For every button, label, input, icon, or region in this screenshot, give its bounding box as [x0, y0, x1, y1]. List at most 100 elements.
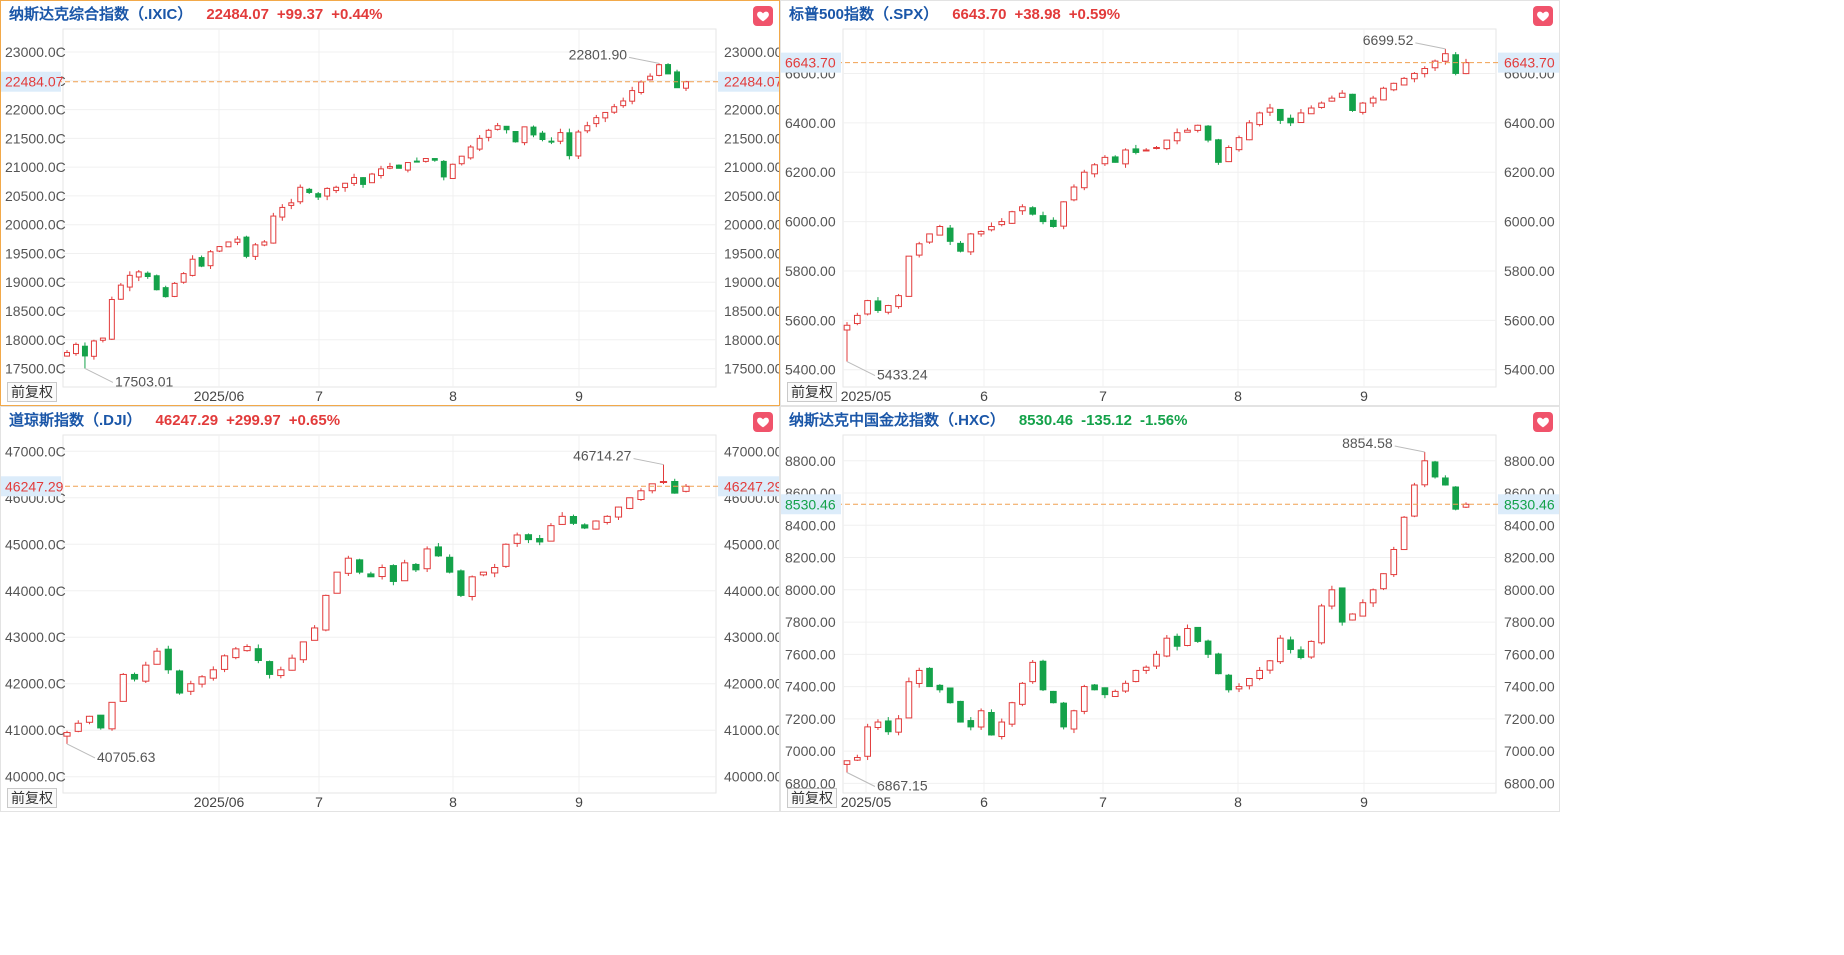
candle	[1153, 650, 1160, 670]
candle	[936, 224, 944, 236]
candle	[1132, 144, 1140, 155]
candle	[1328, 585, 1336, 610]
candle	[297, 184, 304, 205]
candle	[279, 204, 286, 221]
index-change-percent: +0.59%	[1068, 6, 1121, 23]
candle	[175, 669, 184, 695]
y-tick-label-left: 18000.0C	[5, 332, 66, 348]
x-tick-label: 7	[1099, 388, 1107, 404]
adjust-mode-button[interactable]: 前复权	[7, 382, 57, 402]
candle	[558, 512, 566, 525]
x-tick-label: 8	[449, 794, 457, 810]
panel-spx[interactable]: 标普500指数（.SPX） 6643.70 +38.98 +0.59% 前复权 6600.…	[780, 0, 1560, 406]
y-tick-label-left: 7200.00	[785, 711, 836, 727]
candle	[1421, 66, 1429, 78]
y-tick-label-left: 18500.0C	[5, 303, 66, 319]
candle	[449, 163, 456, 179]
y-tick-label-right: 5600.00	[1504, 312, 1555, 328]
current-price-label-right: 46247.29	[724, 478, 779, 494]
current-price-label-right-bg	[718, 71, 779, 92]
candle	[164, 645, 172, 674]
y-tick-label-left: 8200.00	[785, 550, 836, 566]
heart-icon[interactable]	[753, 6, 773, 26]
candle	[1349, 93, 1356, 112]
candle	[946, 687, 954, 704]
candle	[905, 677, 913, 719]
index-price: 46247.29	[155, 412, 219, 429]
candle	[569, 514, 578, 525]
candle	[884, 717, 892, 735]
candle	[367, 571, 375, 578]
candlestick-chart: 23000.0C23000.0022500.0C22500.0022000.0C…	[1, 28, 779, 404]
candle	[458, 155, 465, 166]
low-leader-line	[846, 361, 876, 376]
x-tick-label: 6	[980, 388, 988, 404]
panel-ixic[interactable]: 纳斯达克综合指数（.IXIC） 22484.07 +99.37 +0.44% 前复权 23…	[0, 0, 780, 406]
candle	[386, 162, 393, 170]
y-tick-label-right: 18000.00	[724, 332, 779, 348]
y-tick-label-right: 7800.00	[1504, 614, 1555, 630]
candle	[1080, 684, 1088, 715]
candle	[270, 212, 277, 244]
x-tick-label: 2025/05	[841, 388, 892, 404]
y-tick-label-right: 44000.00	[724, 583, 779, 599]
x-tick-label: 8	[1234, 388, 1242, 404]
candle	[288, 654, 296, 671]
candle	[1039, 659, 1047, 692]
adjust-mode-button[interactable]: 前复权	[7, 788, 57, 808]
y-tick-label-right: 21500.00	[724, 130, 779, 146]
candle	[957, 241, 964, 253]
candle	[1194, 124, 1202, 133]
index-change-percent: +0.44%	[331, 6, 383, 23]
candle	[378, 564, 386, 580]
adjust-mode-button[interactable]: 前复权	[787, 382, 837, 402]
y-tick-label-left: 5400.00	[785, 362, 836, 378]
candle	[476, 135, 483, 152]
candle	[306, 187, 313, 194]
current-price-label-left: 22484.07	[5, 74, 64, 90]
adjust-mode-button[interactable]: 前复权	[787, 788, 837, 808]
current-price-label-left: 8530.46	[785, 496, 836, 512]
candle	[1328, 95, 1336, 102]
panel-dji[interactable]: 道琼斯指数（.DJI） 46247.29 +299.97 +0.65% 前复权 47000…	[0, 406, 780, 812]
candle	[1431, 460, 1439, 479]
current-price-label-right: 22484.07	[724, 74, 779, 90]
high-annotation: 6699.52	[1363, 32, 1414, 48]
index-name[interactable]: 纳斯达克中国金龙指数（.HXC）	[789, 412, 1005, 429]
low-annotation: 40705.63	[97, 749, 156, 765]
heart-icon[interactable]	[1533, 6, 1553, 26]
candle	[97, 714, 105, 730]
heart-icon[interactable]	[1533, 412, 1553, 432]
panel-header: 纳斯达克中国金龙指数（.HXC） 8530.46 -135.12 -1.56%	[789, 411, 1187, 431]
y-tick-label-left: 17500.0C	[5, 361, 66, 377]
x-tick-label: 9	[575, 794, 583, 810]
candle	[512, 131, 519, 143]
panel-hxc[interactable]: 纳斯达克中国金龙指数（.HXC） 8530.46 -135.12 -1.56% 前复权 8…	[780, 406, 1560, 812]
y-tick-label-right: 18500.00	[724, 303, 779, 319]
y-tick-label-left: 6200.00	[785, 164, 836, 180]
y-tick-label-left: 21500.0C	[5, 130, 66, 146]
candle	[1421, 452, 1429, 488]
low-annotation: 6867.15	[877, 777, 928, 793]
candle	[998, 718, 1006, 740]
y-tick-label-right: 8400.00	[1504, 517, 1555, 533]
index-name[interactable]: 道琼斯指数（.DJI）	[9, 412, 142, 429]
candle	[539, 130, 546, 142]
candle	[503, 125, 510, 134]
candle	[153, 647, 161, 665]
heart-icon[interactable]	[753, 412, 773, 432]
candle	[324, 187, 331, 201]
candle	[1008, 210, 1016, 224]
x-tick-label: 7	[315, 388, 323, 404]
high-leader-line	[1415, 42, 1446, 50]
candle	[356, 558, 364, 575]
candle	[926, 233, 933, 244]
y-tick-label-left: 7800.00	[785, 614, 836, 630]
index-name[interactable]: 标普500指数（.SPX）	[789, 6, 939, 23]
candle	[1122, 148, 1129, 168]
candle	[288, 198, 295, 210]
index-name[interactable]: 纳斯达克综合指数（.IXIC）	[9, 6, 193, 23]
x-tick-label: 9	[575, 388, 583, 404]
candle	[611, 103, 618, 114]
